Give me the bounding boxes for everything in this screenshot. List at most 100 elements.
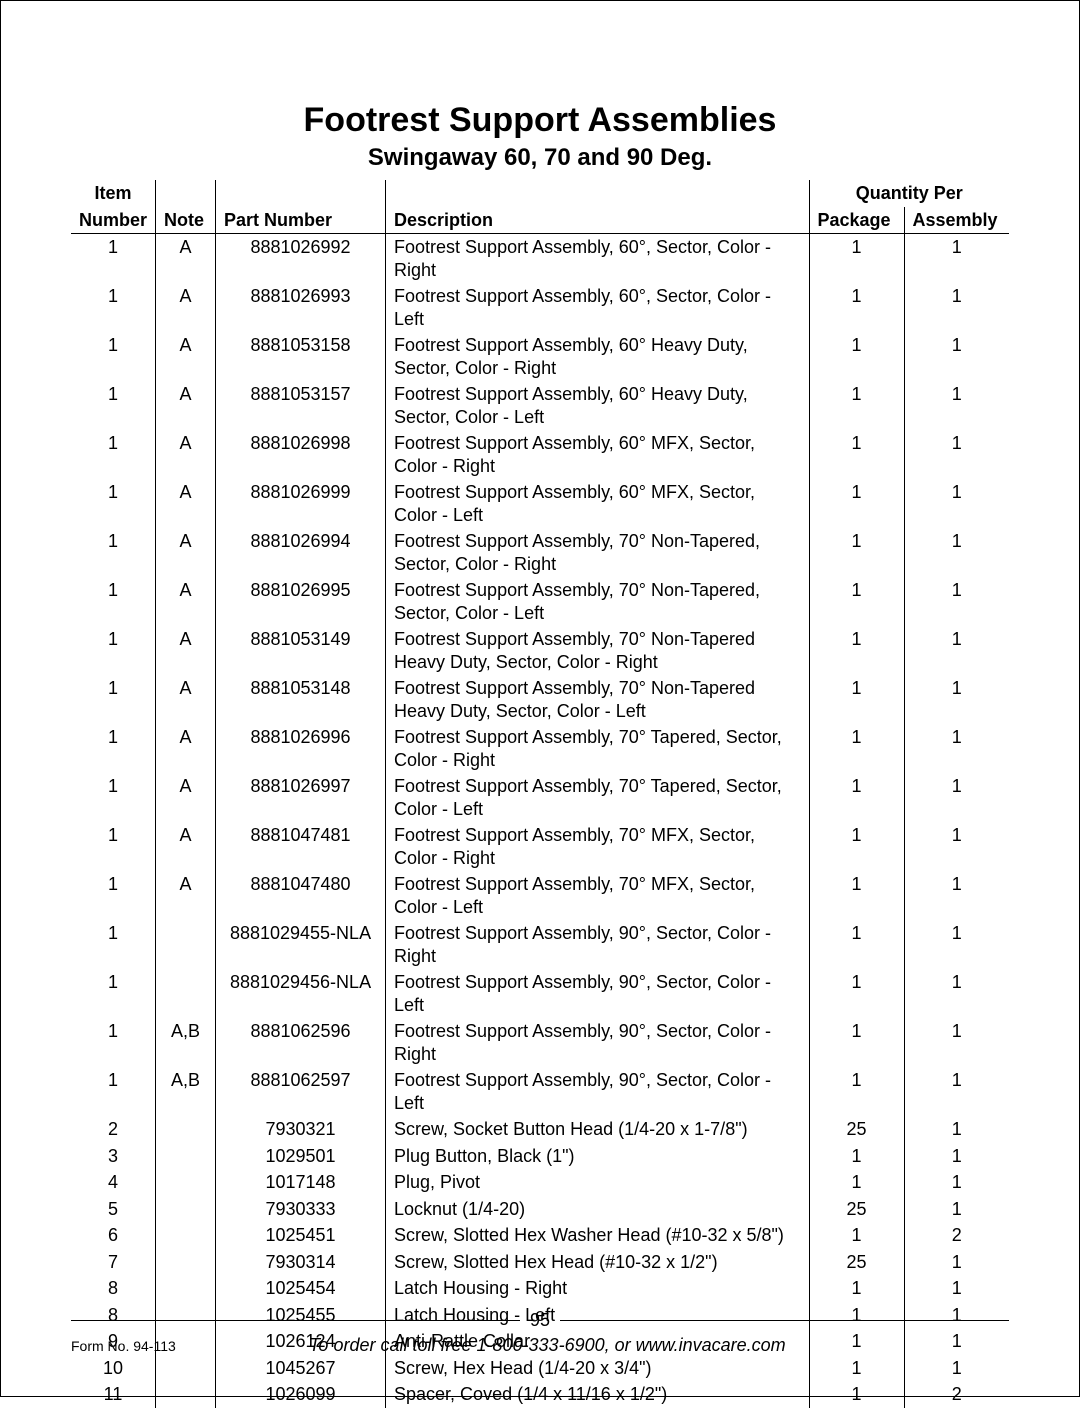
cell-pkg: 25: [809, 1116, 904, 1143]
cell-part: 1026099: [216, 1381, 386, 1408]
cell-desc: Footrest Support Assembly, 70° Non-Taper…: [386, 577, 809, 626]
cell-note: [156, 920, 216, 969]
cell-item: 1: [71, 1018, 156, 1067]
cell-item: 1: [71, 283, 156, 332]
cell-asm: 1: [904, 381, 1009, 430]
cell-pkg: 1: [809, 1067, 904, 1116]
cell-desc: Locknut (1/4-20): [386, 1196, 809, 1223]
cell-note: A: [156, 479, 216, 528]
parts-tbody: 1A8881026992Footrest Support Assembly, 6…: [71, 234, 1009, 1408]
cell-pkg: 1: [809, 1355, 904, 1382]
cell-desc: Screw, Slotted Hex Washer Head (#10-32 x…: [386, 1222, 809, 1249]
cell-item: 1: [71, 822, 156, 871]
cell-item: 1: [71, 626, 156, 675]
cell-part: 8881029455-NLA: [216, 920, 386, 969]
cell-desc: Plug Button, Black (1"): [386, 1143, 809, 1170]
cell-part: 7930314: [216, 1249, 386, 1276]
cell-note: A: [156, 822, 216, 871]
cell-note: A: [156, 724, 216, 773]
cell-desc: Screw, Hex Head (1/4-20 x 3/4"): [386, 1355, 809, 1382]
cell-desc: Screw, Slotted Hex Head (#10-32 x 1/2"): [386, 1249, 809, 1276]
cell-note: A: [156, 283, 216, 332]
page-subtitle: Swingaway 60, 70 and 90 Deg.: [71, 144, 1009, 172]
cell-pkg: 1: [809, 1381, 904, 1408]
header-desc: Description: [386, 207, 809, 234]
cell-note: [156, 1196, 216, 1223]
cell-desc: Footrest Support Assembly, 90°, Sector, …: [386, 1018, 809, 1067]
cell-asm: 1: [904, 1169, 1009, 1196]
table-row: 81025454Latch Housing - Right11: [71, 1275, 1009, 1302]
cell-note: A: [156, 234, 216, 284]
page-footer: 95 Form No. 94-113 To order call toll fr…: [71, 1310, 1009, 1356]
cell-item: 1: [71, 234, 156, 284]
cell-note: A: [156, 675, 216, 724]
cell-asm: 1: [904, 1018, 1009, 1067]
cell-item: 5: [71, 1196, 156, 1223]
cell-asm: 2: [904, 1222, 1009, 1249]
cell-item: 1: [71, 920, 156, 969]
cell-asm: 2: [904, 1381, 1009, 1408]
cell-part: 8881026993: [216, 283, 386, 332]
table-row: 1A8881047481Footrest Support Assembly, 7…: [71, 822, 1009, 871]
cell-desc: Footrest Support Assembly, 70° Non-Taper…: [386, 528, 809, 577]
cell-pkg: 25: [809, 1249, 904, 1276]
cell-part: 8881062596: [216, 1018, 386, 1067]
cell-part: 8881026996: [216, 724, 386, 773]
cell-desc: Footrest Support Assembly, 60° MFX, Sect…: [386, 430, 809, 479]
cell-desc: Latch Housing - Right: [386, 1275, 809, 1302]
cell-item: 1: [71, 871, 156, 920]
cell-desc: Footrest Support Assembly, 70° Tapered, …: [386, 773, 809, 822]
footer-rule-line: 95: [71, 1310, 1009, 1331]
parts-table: Item Quantity Per Number Note Part Numbe…: [71, 180, 1009, 1408]
cell-item: 3: [71, 1143, 156, 1170]
cell-pkg: 1: [809, 1143, 904, 1170]
table-row: 1A8881026999Footrest Support Assembly, 6…: [71, 479, 1009, 528]
cell-part: 8881026995: [216, 577, 386, 626]
cell-part: 7930321: [216, 1116, 386, 1143]
cell-asm: 1: [904, 969, 1009, 1018]
cell-asm: 1: [904, 724, 1009, 773]
cell-pkg: 1: [809, 675, 904, 724]
cell-pkg: 1: [809, 283, 904, 332]
cell-desc: Footrest Support Assembly, 70° MFX, Sect…: [386, 871, 809, 920]
cell-asm: 1: [904, 283, 1009, 332]
form-number: Form No. 94-113: [71, 1338, 176, 1354]
cell-asm: 1: [904, 1196, 1009, 1223]
cell-desc: Footrest Support Assembly, 60° Heavy Dut…: [386, 381, 809, 430]
cell-part: 8881062597: [216, 1067, 386, 1116]
table-row: 1A8881053149Footrest Support Assembly, 7…: [71, 626, 1009, 675]
cell-note: A: [156, 871, 216, 920]
cell-asm: 1: [904, 1355, 1009, 1382]
table-row: 1A,B8881062596Footrest Support Assembly,…: [71, 1018, 1009, 1067]
cell-item: 1: [71, 479, 156, 528]
table-row: 1A8881026995Footrest Support Assembly, 7…: [71, 577, 1009, 626]
cell-item: 1: [71, 724, 156, 773]
cell-item: 1: [71, 1067, 156, 1116]
cell-asm: 1: [904, 528, 1009, 577]
footer-meta: Form No. 94-113 To order call toll free …: [71, 1335, 1009, 1356]
cell-desc: Screw, Socket Button Head (1/4-20 x 1-7/…: [386, 1116, 809, 1143]
cell-asm: 1: [904, 920, 1009, 969]
header-desc-blank: [386, 180, 809, 207]
cell-pkg: 1: [809, 234, 904, 284]
cell-item: 6: [71, 1222, 156, 1249]
cell-pkg: 25: [809, 1196, 904, 1223]
cell-item: 7: [71, 1249, 156, 1276]
cell-item: 1: [71, 332, 156, 381]
cell-part: 1045267: [216, 1355, 386, 1382]
cell-part: 8881047481: [216, 822, 386, 871]
header-item: Number: [71, 207, 156, 234]
order-line: To order call toll free 1-800-333-6900, …: [176, 1335, 919, 1356]
cell-pkg: 1: [809, 1169, 904, 1196]
cell-desc: Footrest Support Assembly, 60°, Sector, …: [386, 234, 809, 284]
cell-part: 1017148: [216, 1169, 386, 1196]
cell-note: A: [156, 577, 216, 626]
cell-item: 1: [71, 675, 156, 724]
header-pkg: Package: [809, 207, 904, 234]
cell-pkg: 1: [809, 626, 904, 675]
cell-asm: 1: [904, 1275, 1009, 1302]
table-row: 1A8881053158Footrest Support Assembly, 6…: [71, 332, 1009, 381]
cell-desc: Spacer, Coved (1/4 x 11/16 x 1/2"): [386, 1381, 809, 1408]
cell-asm: 1: [904, 332, 1009, 381]
table-row: 57930333Locknut (1/4-20)251: [71, 1196, 1009, 1223]
